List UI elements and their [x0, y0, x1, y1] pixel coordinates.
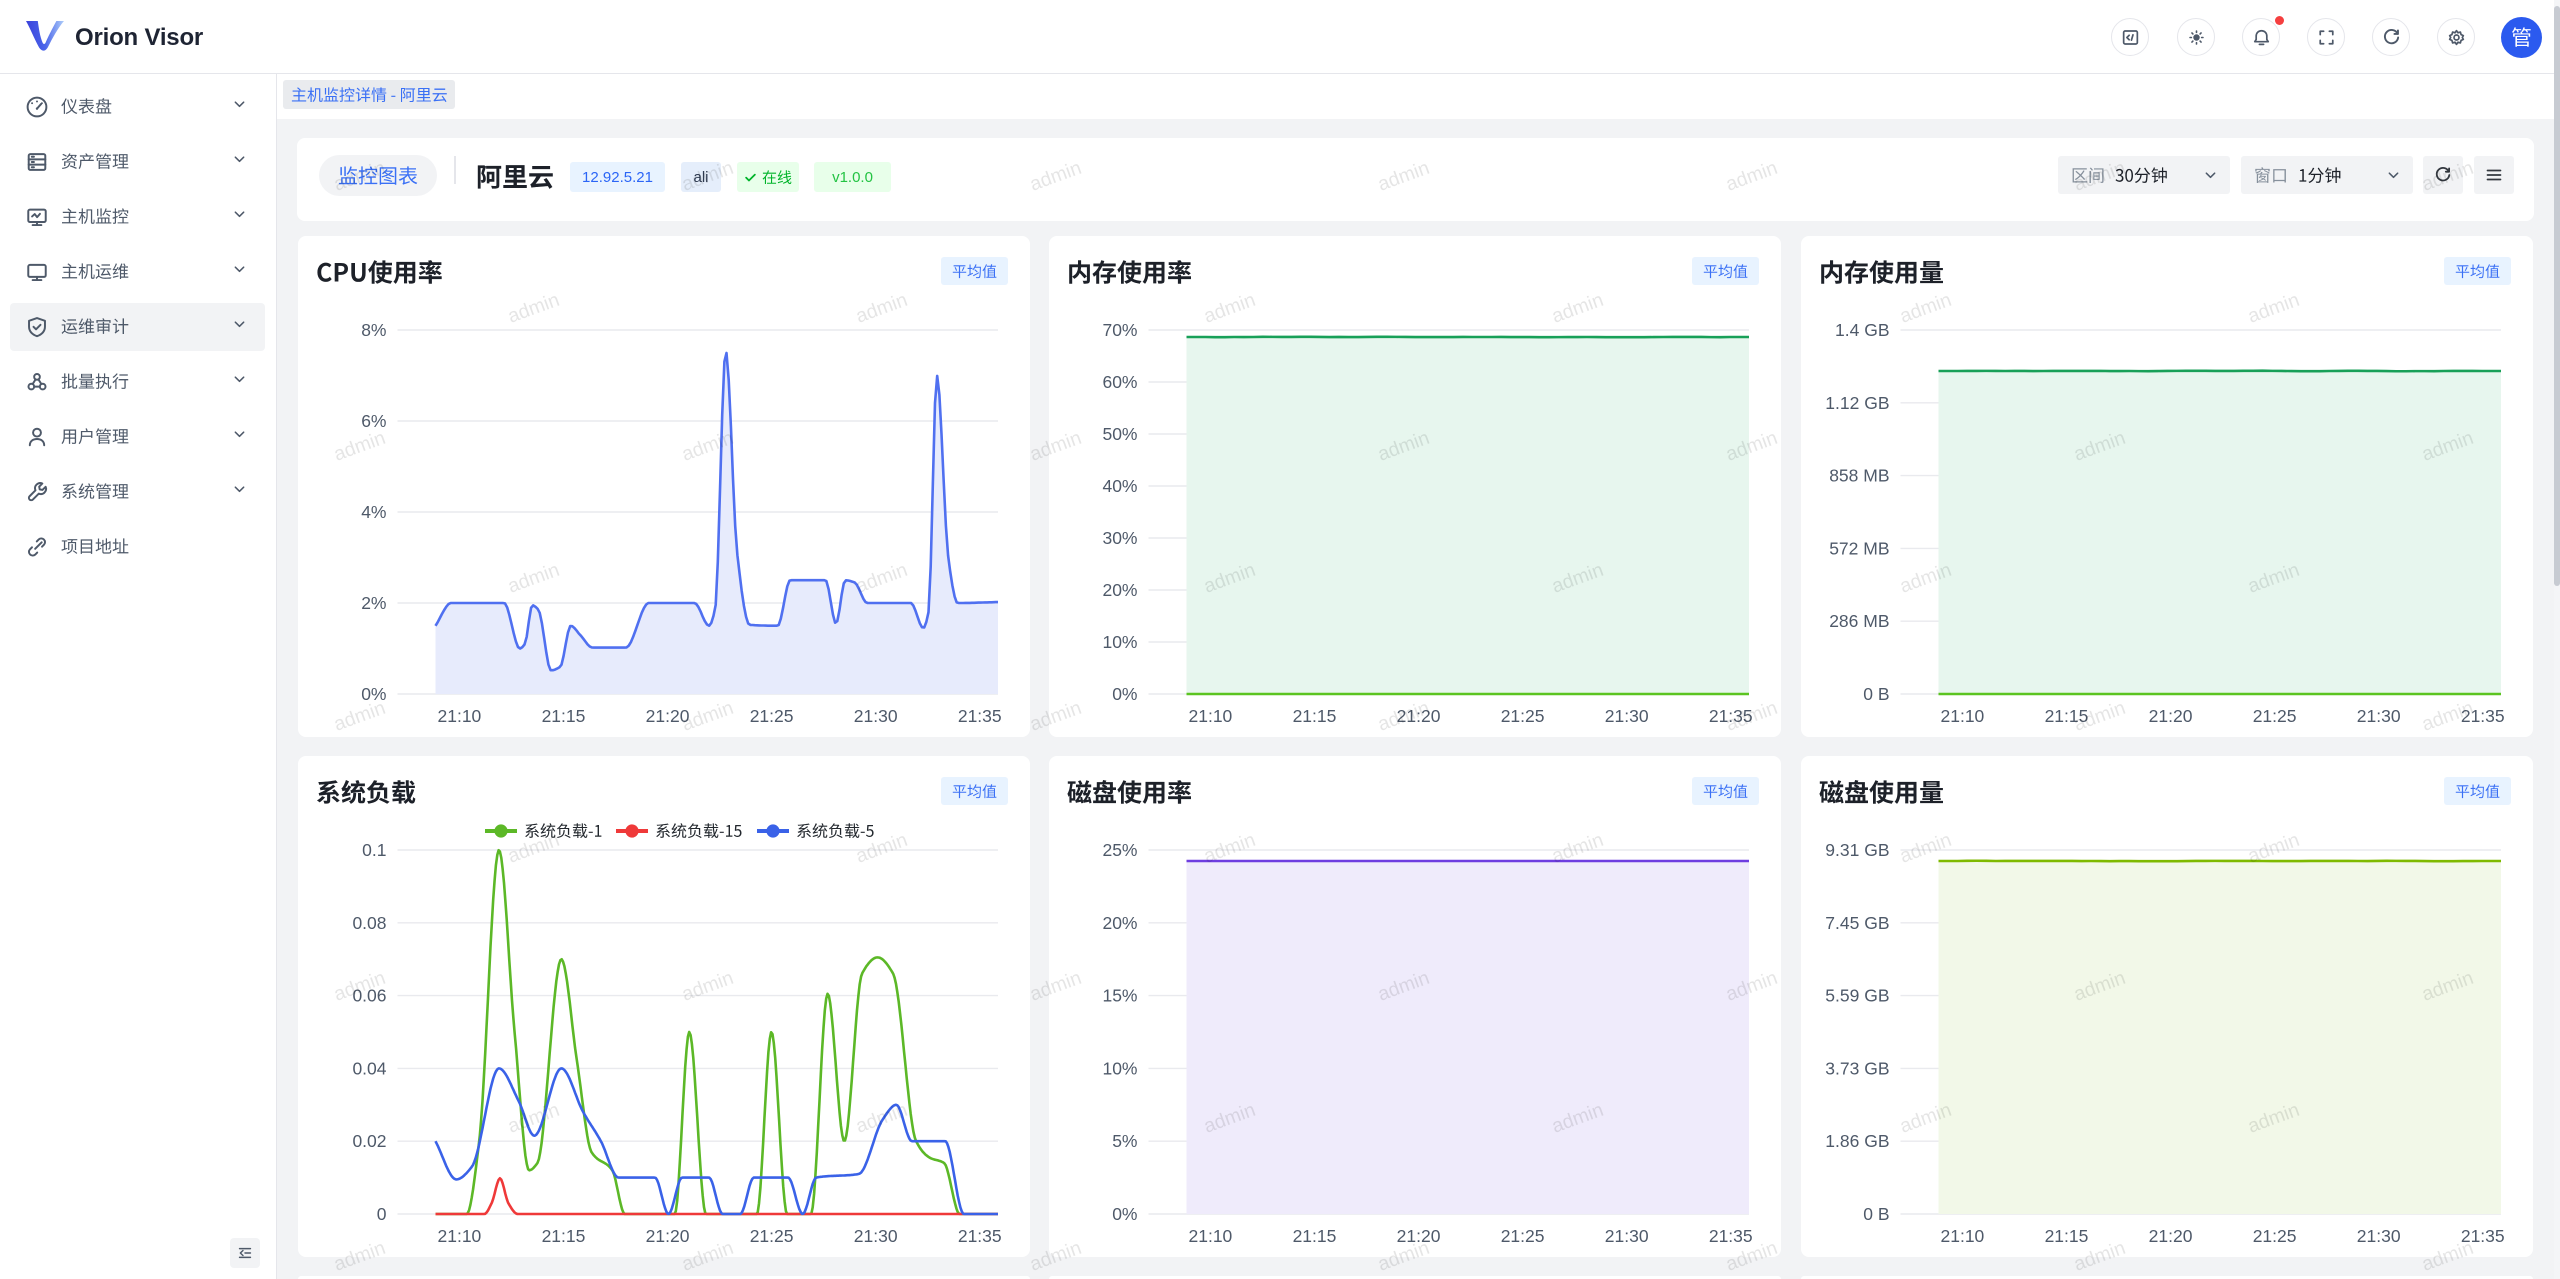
svg-text:0%: 0%: [361, 684, 386, 704]
svg-text:2%: 2%: [361, 593, 386, 613]
svg-text:1.86 GB: 1.86 GB: [1825, 1131, 1889, 1151]
svg-text:21:25: 21:25: [2253, 1226, 2297, 1246]
svg-text:50%: 50%: [1102, 424, 1137, 444]
svg-text:70%: 70%: [1102, 320, 1137, 340]
svg-text:21:20: 21:20: [2149, 706, 2193, 726]
svg-text:0 B: 0 B: [1863, 1204, 1889, 1224]
svg-text:21:30: 21:30: [854, 706, 898, 726]
svg-text:21:25: 21:25: [1501, 706, 1545, 726]
svg-text:7.45 GB: 7.45 GB: [1825, 913, 1889, 933]
svg-text:21:15: 21:15: [2045, 1226, 2089, 1246]
svg-text:0.06: 0.06: [352, 986, 386, 1006]
svg-text:21:35: 21:35: [958, 1226, 1002, 1246]
svg-text:0.04: 0.04: [352, 1058, 386, 1078]
svg-text:15%: 15%: [1102, 986, 1137, 1006]
svg-text:21:10: 21:10: [1189, 1226, 1233, 1246]
svg-text:10%: 10%: [1102, 1058, 1137, 1078]
svg-text:21:10: 21:10: [1189, 706, 1233, 726]
svg-text:21:20: 21:20: [646, 1226, 690, 1246]
svg-text:21:10: 21:10: [1941, 1226, 1985, 1246]
svg-text:5.59 GB: 5.59 GB: [1825, 986, 1889, 1006]
svg-text:572 MB: 572 MB: [1829, 538, 1889, 558]
svg-text:21:25: 21:25: [750, 706, 794, 726]
svg-text:286 MB: 286 MB: [1829, 611, 1889, 631]
svg-text:21:20: 21:20: [1397, 1226, 1441, 1246]
svg-text:858 MB: 858 MB: [1829, 466, 1889, 486]
svg-text:21:25: 21:25: [1501, 1226, 1545, 1246]
svg-text:21:35: 21:35: [1709, 706, 1753, 726]
svg-text:25%: 25%: [1102, 840, 1137, 860]
svg-text:21:35: 21:35: [2461, 706, 2505, 726]
svg-text:21:15: 21:15: [542, 1226, 586, 1246]
svg-text:20%: 20%: [1102, 913, 1137, 933]
svg-text:21:35: 21:35: [2461, 1226, 2505, 1246]
svg-text:60%: 60%: [1102, 372, 1137, 392]
svg-text:20%: 20%: [1102, 580, 1137, 600]
svg-text:0.08: 0.08: [352, 913, 386, 933]
svg-text:6%: 6%: [361, 411, 386, 431]
svg-text:0.02: 0.02: [352, 1131, 386, 1151]
svg-text:21:25: 21:25: [2253, 706, 2297, 726]
svg-text:5%: 5%: [1112, 1131, 1137, 1151]
svg-text:4%: 4%: [361, 502, 386, 522]
svg-text:21:30: 21:30: [1605, 706, 1649, 726]
svg-text:21:15: 21:15: [1293, 1226, 1337, 1246]
svg-text:0.1: 0.1: [362, 840, 386, 860]
svg-text:21:35: 21:35: [1709, 1226, 1753, 1246]
svg-text:21:10: 21:10: [1941, 706, 1985, 726]
svg-text:21:15: 21:15: [2045, 706, 2089, 726]
svg-text:21:10: 21:10: [438, 706, 482, 726]
svg-text:21:20: 21:20: [1397, 706, 1441, 726]
svg-text:0 B: 0 B: [1863, 684, 1889, 704]
svg-text:21:35: 21:35: [958, 706, 1002, 726]
svg-text:21:30: 21:30: [854, 1226, 898, 1246]
svg-text:21:20: 21:20: [646, 706, 690, 726]
svg-text:10%: 10%: [1102, 632, 1137, 652]
svg-text:21:15: 21:15: [1293, 706, 1337, 726]
svg-text:9.31 GB: 9.31 GB: [1825, 840, 1889, 860]
svg-text:0%: 0%: [1112, 684, 1137, 704]
svg-text:30%: 30%: [1102, 528, 1137, 548]
svg-text:3.73 GB: 3.73 GB: [1825, 1058, 1889, 1078]
svg-text:0: 0: [377, 1204, 387, 1224]
svg-text:21:25: 21:25: [750, 1226, 794, 1246]
svg-text:21:10: 21:10: [438, 1226, 482, 1246]
svg-text:21:30: 21:30: [2357, 1226, 2401, 1246]
svg-text:40%: 40%: [1102, 476, 1137, 496]
svg-text:1.12 GB: 1.12 GB: [1825, 393, 1889, 413]
svg-text:21:30: 21:30: [2357, 706, 2401, 726]
svg-text:21:30: 21:30: [1605, 1226, 1649, 1246]
svg-text:21:15: 21:15: [542, 706, 586, 726]
svg-text:8%: 8%: [361, 320, 386, 340]
svg-text:21:20: 21:20: [2149, 1226, 2193, 1246]
svg-text:0%: 0%: [1112, 1204, 1137, 1224]
svg-text:1.4 GB: 1.4 GB: [1835, 320, 1889, 340]
